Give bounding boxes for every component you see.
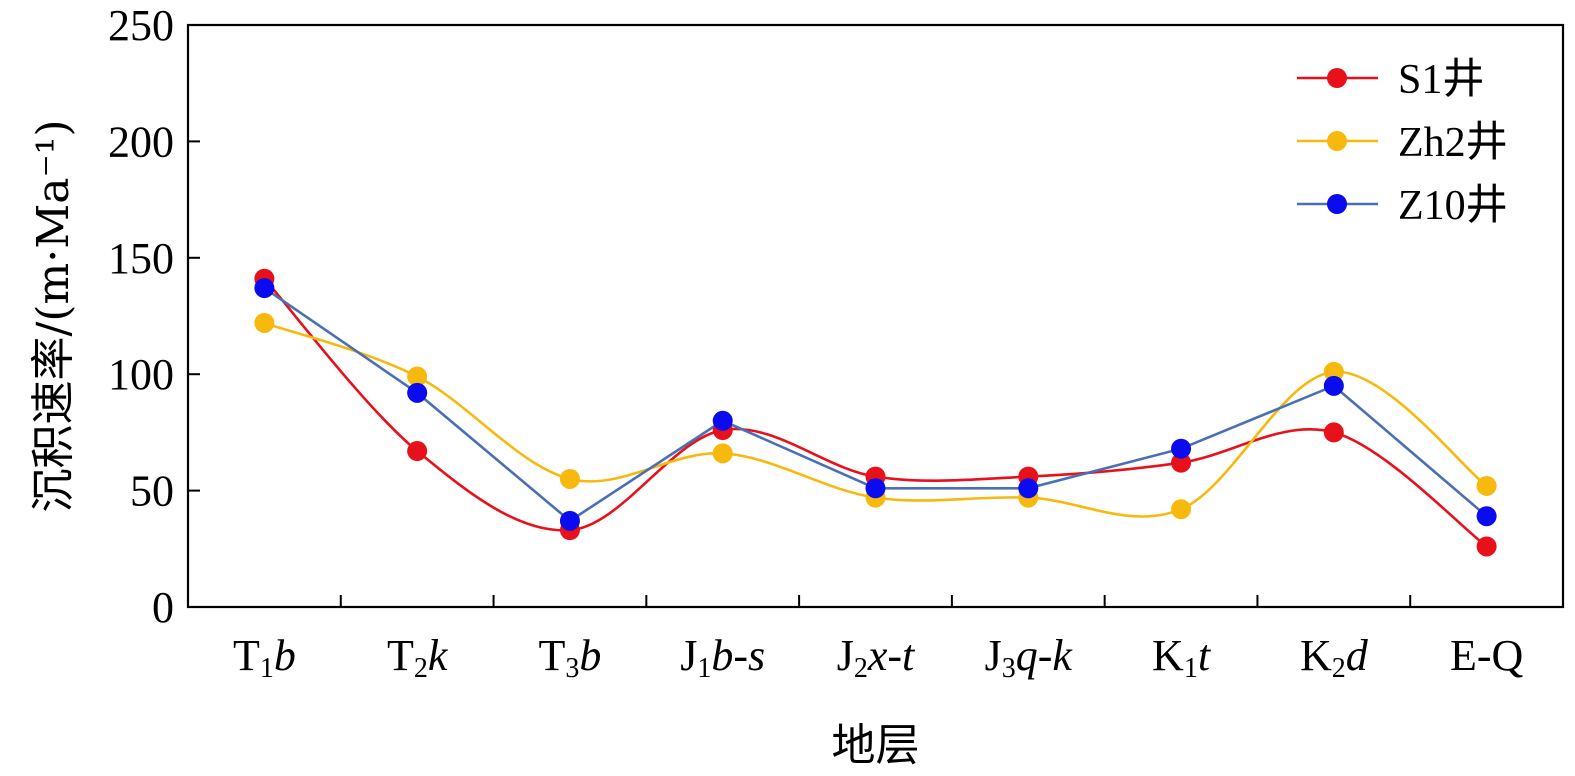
y-tick-label: 200 — [108, 117, 174, 166]
data-point-s1-0 — [254, 312, 275, 333]
data-point-s1-7 — [1323, 361, 1344, 382]
series-line-0 — [263, 277, 1488, 548]
x-tick-label: J3q-k — [985, 631, 1074, 684]
x-axis: T1b T2k T3b J1b-s J2x-t J3q-k K1t K2d E-Q — [233, 595, 1524, 684]
x-tick-label: T2k — [387, 631, 449, 684]
data-point-s1-8 — [1476, 475, 1497, 496]
data-point-s0-7 — [1323, 422, 1344, 443]
legend-label-0: S1井 — [1398, 57, 1484, 103]
x-tick-label: K2d — [1300, 631, 1369, 684]
legend-marker-1 — [1327, 131, 1347, 151]
data-point-s2-1 — [407, 382, 428, 403]
data-point-s1-1 — [407, 366, 428, 387]
data-point-s2-2 — [559, 510, 580, 531]
plot-frame — [186, 23, 1565, 609]
x-axis-title: 地层 — [832, 720, 920, 771]
data-point-s1-2 — [559, 468, 580, 489]
y-tick-label: 0 — [152, 583, 174, 632]
data-point-s0-6 — [1171, 452, 1192, 473]
data-point-s2-8 — [1476, 506, 1497, 527]
legend-marker-0 — [1327, 68, 1347, 88]
y-tick-label: 50 — [130, 467, 174, 516]
x-tick-label: J1b-s — [680, 631, 765, 684]
data-point-s0-8 — [1476, 536, 1497, 557]
data-point-s2-3 — [712, 410, 733, 431]
y-axis: 0 50 100 150 200 250 — [108, 1, 200, 632]
plot-area — [186, 23, 1565, 609]
x-tick-label: J2x-t — [837, 631, 916, 684]
x-tick-label: K1t — [1152, 631, 1212, 684]
legend-marker-2 — [1327, 194, 1347, 214]
y-tick-label: 100 — [108, 350, 174, 399]
data-point-s2-4 — [865, 478, 886, 499]
data-point-s2-6 — [1171, 438, 1192, 459]
x-tick-label: T1b — [233, 631, 296, 684]
data-point-s1-6 — [1171, 499, 1192, 520]
series-group — [254, 268, 1497, 557]
legend-label-2: Z10井 — [1398, 183, 1508, 229]
legend-label-1: Zh2井 — [1398, 120, 1508, 166]
data-point-s2-5 — [1018, 478, 1039, 499]
data-point-s2-0 — [254, 278, 275, 299]
data-point-s0-1 — [407, 441, 428, 462]
y-tick-label: 150 — [108, 234, 174, 283]
data-point-s1-3 — [712, 443, 733, 464]
y-axis-title: 沉积速率/(m·Ma⁻¹) — [28, 119, 79, 512]
legend: S1井 Zh2井 Z10井 — [1297, 57, 1508, 229]
y-tick-label: 250 — [108, 1, 174, 50]
data-point-s2-7 — [1323, 375, 1344, 396]
x-tick-label: E-Q — [1450, 631, 1524, 680]
x-tick-label: T3b — [538, 631, 601, 684]
